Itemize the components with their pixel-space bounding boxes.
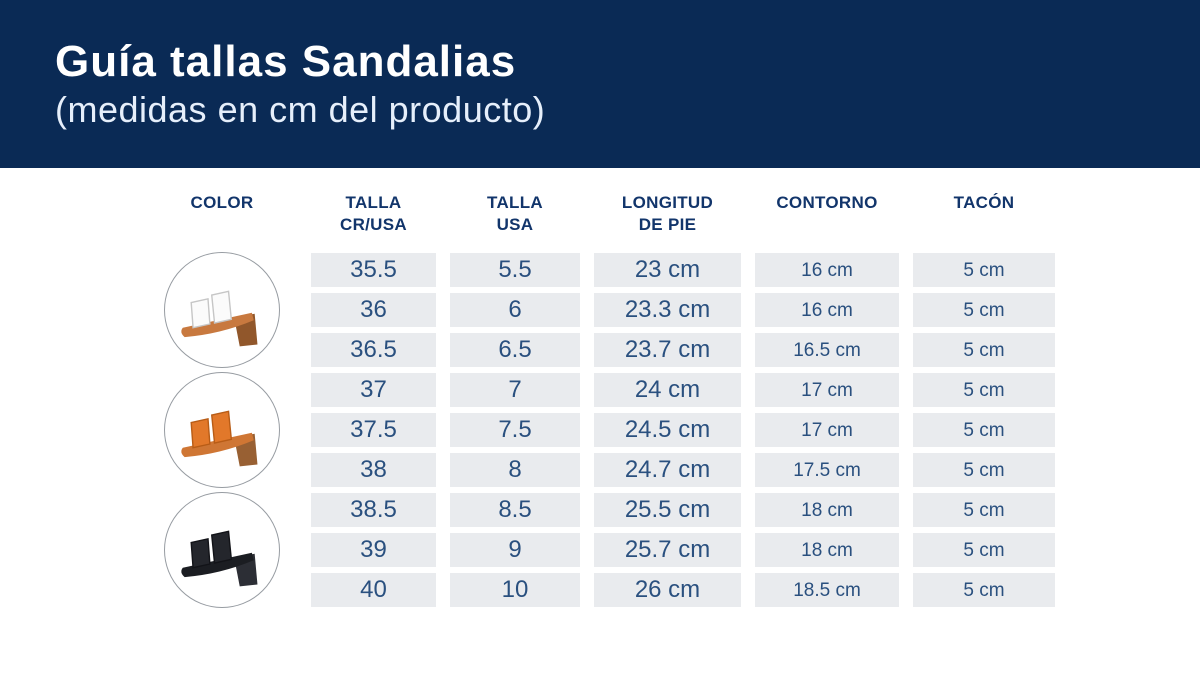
sandal-strap-back <box>210 530 233 565</box>
cell-tacon: 5 cm <box>913 453 1055 488</box>
cell-talla-cr-usa: 38.5 <box>311 493 436 528</box>
cell-longitud-de-pie: 23.7 cm <box>594 333 741 368</box>
cell-contorno: 16 cm <box>755 253 899 288</box>
cell-talla-cr-usa: 36 <box>311 293 436 328</box>
cell-tacon: 5 cm <box>913 293 1055 328</box>
cell-talla-cr-usa: 40 <box>311 573 436 608</box>
column-header-talla-usa: TALLA USA <box>487 193 543 235</box>
cell-talla-usa: 6.5 <box>450 333 580 368</box>
sandal-sole <box>181 432 254 458</box>
cell-talla-usa: 9 <box>450 533 580 568</box>
header-band: Guía tallas Sandalias (medidas en cm del… <box>0 0 1200 168</box>
page-subtitle: (medidas en cm del producto) <box>55 89 546 130</box>
cell-talla-cr-usa: 37 <box>311 373 436 408</box>
page-title: Guía tallas Sandalias <box>55 37 517 86</box>
cell-contorno: 18 cm <box>755 533 899 568</box>
cell-talla-cr-usa: 36.5 <box>311 333 436 368</box>
column-header-talla-cr-usa: TALLA CR/USA <box>340 193 407 235</box>
sandal-image-black <box>164 492 280 609</box>
sandal-sole <box>181 312 254 338</box>
sandal-image-white <box>164 252 280 369</box>
sandal-sole <box>181 552 254 578</box>
cell-longitud-de-pie: 23 cm <box>594 253 741 288</box>
cell-talla-usa: 10 <box>450 573 580 608</box>
cell-tacon: 5 cm <box>913 253 1055 288</box>
cell-contorno: 17 cm <box>755 373 899 408</box>
cell-longitud-de-pie: 24 cm <box>594 373 741 408</box>
column-header-longitud-de-pie: LONGITUD DE PIE <box>621 193 714 235</box>
cell-talla-usa: 7.5 <box>450 413 580 448</box>
cell-longitud-de-pie: 23.3 cm <box>594 293 741 328</box>
cell-talla-cr-usa: 39 <box>311 533 436 568</box>
sandal-strap-front <box>190 418 211 449</box>
cell-longitud-de-pie: 24.5 cm <box>594 413 741 448</box>
cell-talla-cr-usa: 35.5 <box>311 253 436 288</box>
cell-contorno: 17.5 cm <box>755 453 899 488</box>
column-header-tacon: TACÓN <box>953 193 1015 212</box>
cell-tacon: 5 cm <box>913 493 1055 528</box>
cell-talla-usa: 5.5 <box>450 253 580 288</box>
sandal-strap-back <box>210 290 233 325</box>
cell-talla-cr-usa: 38 <box>311 453 436 488</box>
cell-talla-usa: 6 <box>450 293 580 328</box>
cell-contorno: 16.5 cm <box>755 333 899 368</box>
cell-contorno: 16 cm <box>755 293 899 328</box>
table-body: 35.5 5.5 23 cm 16 cm 5 cm 36 6 23.3 cm 1… <box>147 252 1055 609</box>
cell-contorno: 18 cm <box>755 493 899 528</box>
sandal-image-orange <box>164 372 280 489</box>
cell-tacon: 5 cm <box>913 413 1055 448</box>
column-header-color: COLOR <box>190 193 254 212</box>
cell-talla-usa: 8 <box>450 453 580 488</box>
cell-talla-cr-usa: 37.5 <box>311 413 436 448</box>
cell-longitud-de-pie: 24.7 cm <box>594 453 741 488</box>
orange-sandal-icon <box>181 410 258 467</box>
cell-contorno: 18.5 cm <box>755 573 899 608</box>
cell-tacon: 5 cm <box>913 533 1055 568</box>
column-header-contorno: CONTORNO <box>776 193 878 212</box>
cell-longitud-de-pie: 25.7 cm <box>594 533 741 568</box>
black-sandal-icon <box>181 530 258 587</box>
cell-longitud-de-pie: 25.5 cm <box>594 493 741 528</box>
cell-talla-usa: 7 <box>450 373 580 408</box>
white-sandal-icon <box>181 290 258 347</box>
sandal-strap-front <box>190 538 211 569</box>
sandal-strap-front <box>190 298 211 329</box>
cell-tacon: 5 cm <box>913 333 1055 368</box>
cell-talla-usa: 8.5 <box>450 493 580 528</box>
cell-contorno: 17 cm <box>755 413 899 448</box>
sandal-strap-back <box>210 410 233 445</box>
size-guide-table: COLOR TALLA CR/USA TALLA USA LONGITUD DE… <box>147 192 1055 609</box>
table-header-row: COLOR TALLA CR/USA TALLA USA LONGITUD DE… <box>147 192 1055 236</box>
cell-tacon: 5 cm <box>913 573 1055 608</box>
cell-longitud-de-pie: 26 cm <box>594 573 741 608</box>
cell-tacon: 5 cm <box>913 373 1055 408</box>
